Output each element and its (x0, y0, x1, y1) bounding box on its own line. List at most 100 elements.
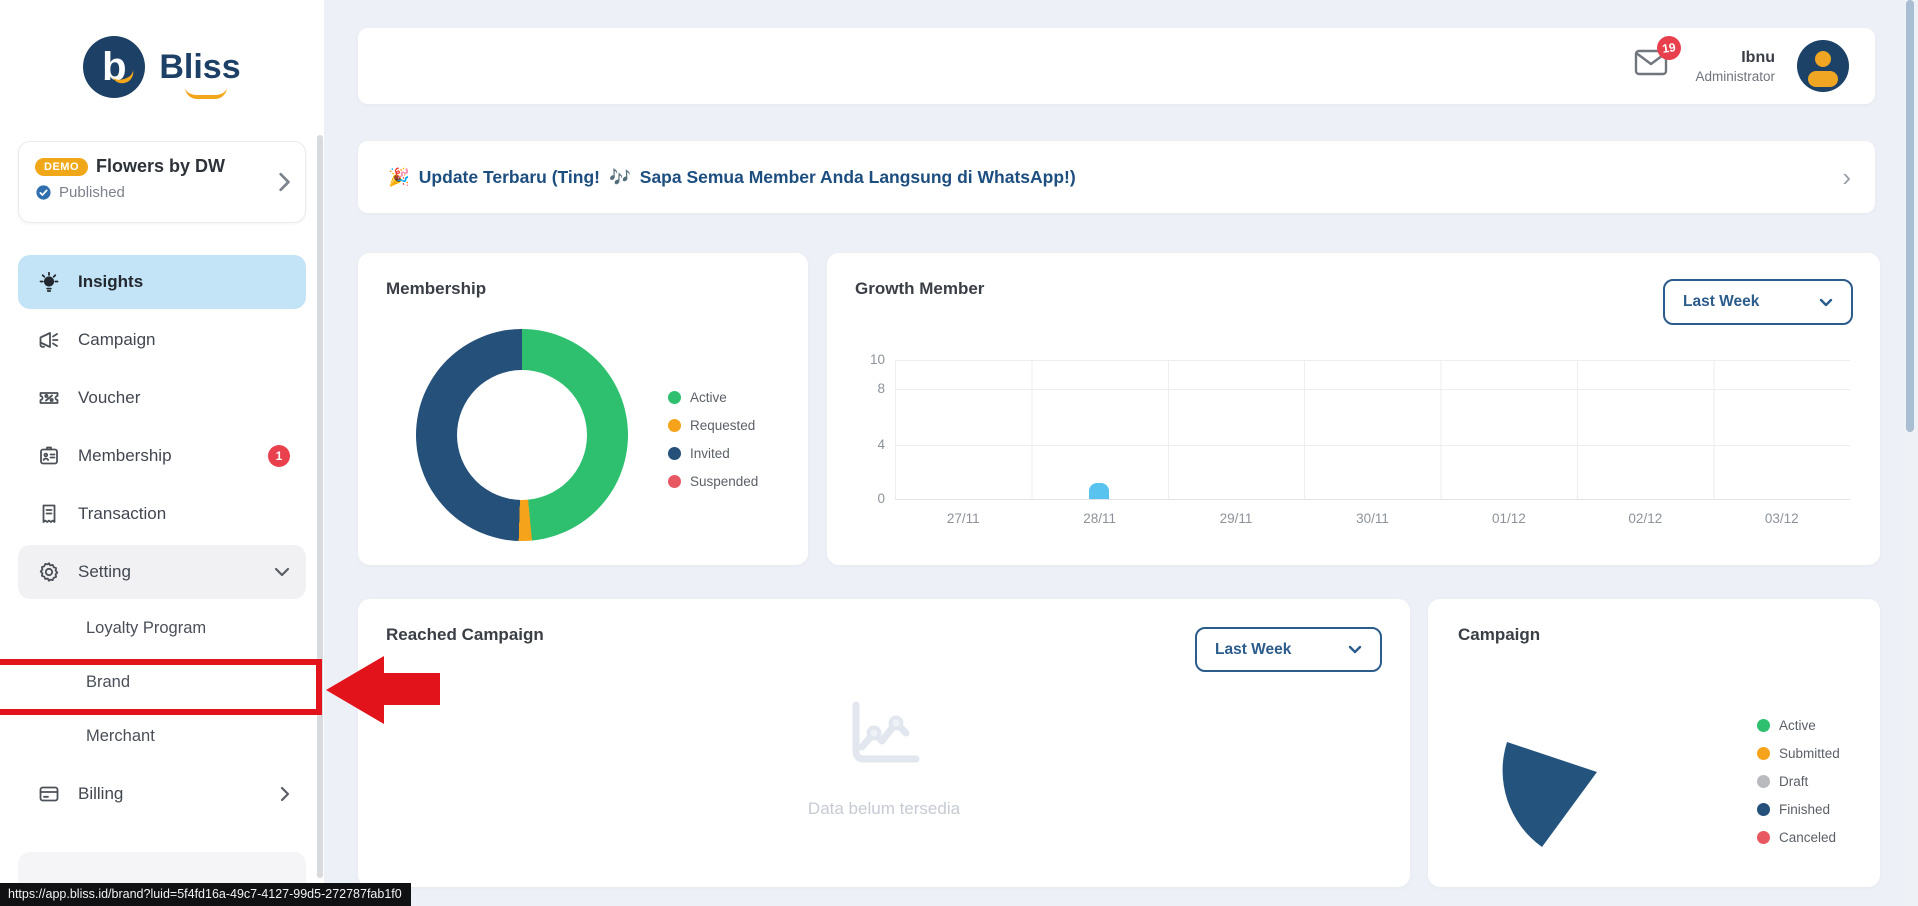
verified-check-icon (36, 185, 51, 200)
bar-28-11 (1089, 483, 1109, 499)
status-bar-url: https://app.bliss.id/brand?luid=5f4fd16a… (0, 883, 411, 906)
legend-label: Requested (690, 417, 756, 433)
sidebar-scrollbar[interactable] (317, 135, 323, 878)
campaign-card: Campaign Active Submitted Draft Finished… (1428, 599, 1880, 887)
sidebar-item-label: Setting (78, 562, 131, 581)
y-tick-label: 0 (877, 491, 885, 506)
x-tick-label: 03/12 (1764, 511, 1799, 526)
legend-dot-canceled (1757, 830, 1770, 844)
chevron-down-icon (274, 567, 290, 577)
donut-hole (457, 370, 587, 500)
x-tick-label: 01/12 (1492, 511, 1526, 526)
bliss-logo-letter: b (102, 44, 127, 89)
sidebar-subitem-label: Merchant (86, 726, 155, 745)
sidebar-item-transaction[interactable]: Transaction (18, 487, 306, 541)
x-tick-label: 30/11 (1356, 511, 1389, 526)
receipt-icon (36, 501, 62, 527)
membership-legend: Active Requested Invited Suspended (668, 383, 758, 495)
sidebar-subitem-loyalty-program[interactable]: Loyalty Program (18, 603, 306, 653)
y-tick-label: 4 (877, 437, 885, 452)
y-tick-label: 10 (869, 352, 885, 367)
megaphone-icon (36, 327, 62, 353)
chevron-right-icon[interactable]: › (1842, 161, 1851, 192)
sidebar-subitem-label: Brand (86, 672, 131, 691)
membership-donut-chart (416, 329, 628, 541)
empty-chart-icon (852, 701, 920, 763)
sidebar-item-label: Voucher (78, 388, 141, 407)
legend-label: Finished (1779, 801, 1831, 817)
app-logo: b Bliss (0, 24, 324, 110)
main-scrollbar-thumb[interactable] (1906, 0, 1914, 432)
bliss-logo-icon: b (83, 36, 146, 98)
growth-member-card: Growth Member Last Week 10 8 4 0 27/11 2… (827, 253, 1880, 565)
party-popper-emoji: 🎉 (388, 166, 410, 187)
y-tick-label: 8 (877, 381, 885, 396)
sidebar-subitem-merchant[interactable]: Merchant (18, 711, 306, 761)
legend-label: Suspended (690, 473, 759, 489)
sidebar-item-label: Insights (78, 272, 144, 291)
campaign-title: Campaign (1458, 625, 1541, 644)
sidebar-nav: Insights Campaign Vouc (18, 255, 306, 825)
user-name: Ibnu (1741, 48, 1775, 66)
sidebar-subitem-brand[interactable]: Brand (18, 657, 306, 707)
legend-dot-submitted (1757, 746, 1770, 760)
x-tick-label: 29/11 (1219, 511, 1253, 526)
announcement-banner[interactable]: 🎉 Update Terbaru (Ting! 🎶 Sapa Semua Mem… (358, 141, 1875, 213)
avatar-head (1815, 51, 1831, 67)
logo-smile-accent (185, 87, 228, 99)
sidebar-item-campaign[interactable]: Campaign (18, 313, 306, 367)
reached-period-value: Last Week (1215, 640, 1292, 658)
logo-wordmark: Bliss (159, 47, 241, 86)
sidebar-item-insights[interactable]: Insights (18, 255, 306, 309)
user-avatar[interactable] (1797, 40, 1849, 92)
legend-dot-suspended (668, 474, 681, 488)
chevron-down-icon (1819, 298, 1833, 306)
top-header-bar: 19 Ibnu Administrator (358, 28, 1875, 104)
reached-campaign-card: Reached Campaign Last Week Data belum te… (358, 599, 1410, 887)
growth-x-axis-labels: 27/11 28/11 29/11 30/11 01/12 02/12 03/1… (895, 511, 1850, 526)
sidebar-item-setting[interactable]: Setting (18, 545, 306, 599)
legend-label: Canceled (1779, 829, 1837, 845)
sidebar-item-label: Campaign (78, 330, 156, 349)
gridline (895, 389, 1850, 390)
avatar-body (1808, 71, 1838, 87)
sidebar-item-voucher[interactable]: Voucher (18, 371, 306, 425)
legend-dot-active (668, 390, 681, 404)
store-switcher-card[interactable]: DEMO Flowers by DW Published (18, 141, 306, 223)
x-tick-label: 27/11 (946, 511, 980, 526)
legend-dot-draft (1757, 774, 1770, 788)
growth-member-title: Growth Member (855, 279, 985, 298)
chevron-right-icon (279, 172, 290, 192)
sidebar-item-membership[interactable]: Membership 1 (18, 429, 306, 483)
membership-card-icon (36, 443, 62, 469)
legend-label: Invited (690, 445, 730, 461)
user-info: Ibnu Administrator (1695, 49, 1775, 84)
growth-member-bar-chart: 10 8 4 0 (870, 352, 1850, 506)
legend-label: Active (1779, 717, 1816, 733)
sidebar-item-billing[interactable]: Billing (18, 767, 306, 821)
membership-count-badge: 1 (268, 445, 290, 467)
sidebar-subitem-label: Loyalty Program (86, 618, 207, 637)
legend-dot-requested (668, 418, 681, 432)
reached-campaign-title: Reached Campaign (386, 625, 544, 644)
banner-text-2: Sapa Semua Member Anda Langsung di Whats… (639, 166, 1076, 187)
legend-dot-invited (668, 446, 681, 460)
notifications-button[interactable]: 19 (1633, 34, 1684, 86)
banner-text-1: Update Terbaru (Ting! (418, 166, 600, 187)
legend-label: Draft (1779, 773, 1809, 789)
growth-period-select[interactable]: Last Week (1663, 279, 1853, 325)
store-status-label: Published (59, 184, 125, 201)
chevron-down-icon (1348, 645, 1362, 654)
reached-period-select[interactable]: Last Week (1195, 627, 1382, 672)
gridline (895, 445, 1850, 446)
membership-card: Membership Active Requested Invited Susp… (358, 253, 808, 565)
campaign-legend: Active Submitted Draft Finished Canceled (1757, 711, 1840, 851)
insights-bulb-icon (36, 269, 62, 295)
credit-card-icon (36, 781, 62, 807)
x-tick-label: 28/11 (1083, 511, 1117, 526)
legend-dot-finished (1757, 802, 1770, 816)
gear-icon (36, 559, 62, 585)
x-axis-line (895, 499, 1850, 500)
store-name: Flowers by DW (96, 156, 226, 176)
